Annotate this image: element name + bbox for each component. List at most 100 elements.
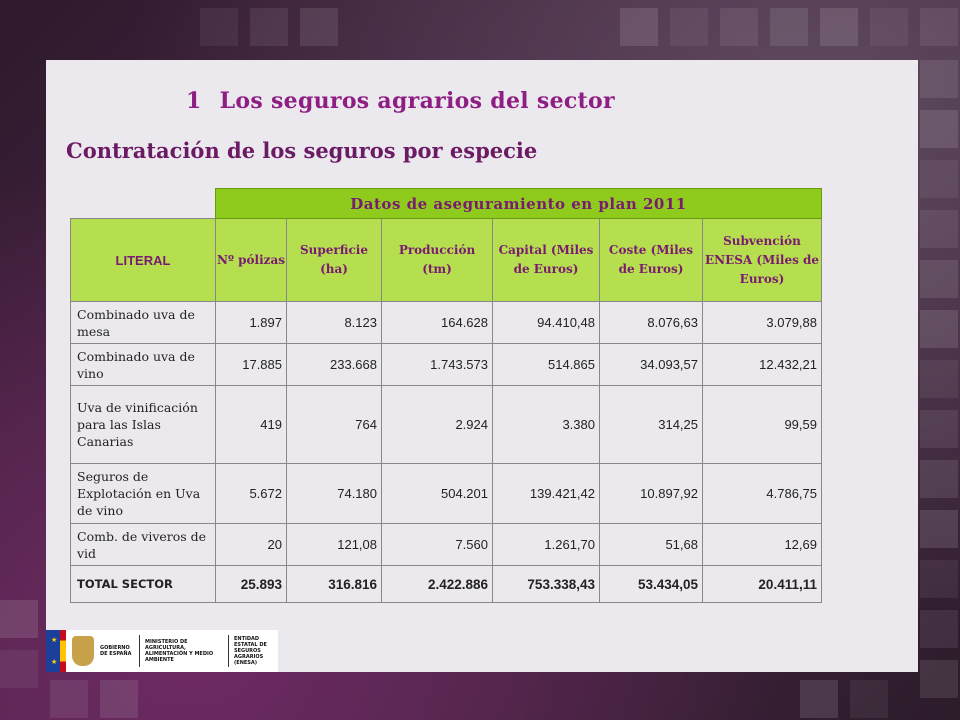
cell-capital: 139.421,42 [492,463,600,524]
background-tile [920,110,958,148]
background-tile [920,610,958,648]
cell-subvencion: 12.432,21 [702,343,822,386]
logo-divider [228,635,229,667]
cell-produccion: 7.560 [381,523,493,566]
background-tile [720,8,758,46]
col-polizas: Nº pólizas [215,218,287,302]
background-tile [920,360,958,398]
table-row: Seguros de Explotación en Uva de vino 5.… [70,463,822,524]
coat-of-arms-icon [72,636,94,666]
row-label: Comb. de viveros de vid [70,523,216,566]
eu-flag-icon: ★ ★ [46,630,60,672]
entity-text: ENTIDAD ESTATAL DE SEGUROS AGRARIOS (ENE… [234,636,267,666]
background-tile [920,510,958,548]
cell-produccion: 1.743.573 [381,343,493,386]
total-superficie: 316.816 [286,565,382,603]
cell-polizas: 20 [215,523,287,566]
blank-cell [71,189,216,219]
table-row: Comb. de viveros de vid 20 121,08 7.560 … [70,523,822,566]
spain-flag-icon [60,630,66,672]
total-subvencion: 20.411,11 [702,565,822,603]
cell-coste: 51,68 [599,523,703,566]
table-row: Uva de vinificación para las Islas Canar… [70,385,822,464]
slide-subtitle: Contratación de los seguros por especie [66,138,538,163]
cell-superficie: 121,08 [286,523,382,566]
cell-polizas: 5.672 [215,463,287,524]
background-tile [200,8,238,46]
total-polizas: 25.893 [215,565,287,603]
plan-header-row: Datos de aseguramiento en plan 2011 [71,188,822,219]
total-row: TOTAL SECTOR 25.893 316.816 2.422.886 75… [70,565,822,603]
row-label: Seguros de Explotación en Uva de vino [70,463,216,524]
cell-coste: 8.076,63 [599,301,703,344]
cell-superficie: 764 [286,385,382,464]
cell-capital: 514.865 [492,343,600,386]
insurance-table: Datos de aseguramiento en plan 2011 LITE… [70,188,822,603]
cell-capital: 1.261,70 [492,523,600,566]
slide-panel: 1 Los seguros agrarios del sector Contra… [46,60,918,672]
background-tile [870,8,908,46]
background-tile [920,460,958,498]
title-text: Los seguros agrarios del sector [219,88,615,114]
background-tile [920,8,958,46]
background-tile [920,410,958,448]
cell-coste: 34.093,57 [599,343,703,386]
background-tile [820,8,858,46]
plan-header: Datos de aseguramiento en plan 2011 [215,188,822,219]
background-tile [920,560,958,598]
cell-polizas: 419 [215,385,287,464]
gov-text: GOBIERNO DE ESPAÑA [100,645,132,657]
background-tile [920,260,958,298]
cell-polizas: 1.897 [215,301,287,344]
row-label: Combinado uva de mesa [70,301,216,344]
background-tile [920,660,958,698]
background-tile [50,680,88,718]
cell-coste: 10.897,92 [599,463,703,524]
cell-subvencion: 99,59 [702,385,822,464]
cell-produccion: 504.201 [381,463,493,524]
column-header-row: LITERAL Nº pólizas Superficie (ha) Produ… [70,218,822,302]
background-tile [850,680,888,718]
cell-capital: 94.410,48 [492,301,600,344]
cell-produccion: 2.924 [381,385,493,464]
background-tile [770,8,808,46]
col-capital: Capital (Miles de Euros) [492,218,600,302]
cell-produccion: 164.628 [381,301,493,344]
cell-subvencion: 3.079,88 [702,301,822,344]
section-number: 1 [186,88,202,114]
cell-capital: 3.380 [492,385,600,464]
background-tile [100,680,138,718]
cell-subvencion: 4.786,75 [702,463,822,524]
col-superficie: Superficie (ha) [286,218,382,302]
total-label: TOTAL SECTOR [70,565,216,603]
background-tile [920,60,958,98]
cell-polizas: 17.885 [215,343,287,386]
total-coste: 53.434,05 [599,565,703,603]
background-tile [800,680,838,718]
cell-superficie: 74.180 [286,463,382,524]
row-label: Combinado uva de vino [70,343,216,386]
cell-superficie: 233.668 [286,343,382,386]
table-row: Combinado uva de mesa 1.897 8.123 164.62… [70,301,822,344]
cell-superficie: 8.123 [286,301,382,344]
cell-subvencion: 12,69 [702,523,822,566]
logo-divider [139,635,140,667]
background-tile [670,8,708,46]
slide-title: 1 Los seguros agrarios del sector [186,88,615,114]
background-tile [0,650,38,688]
background-tile [920,160,958,198]
ministry-text: MINISTERIO DE AGRICULTURA, ALIMENTACIÓN … [145,639,214,663]
background-tile [250,8,288,46]
background-tile [0,600,38,638]
cell-coste: 314,25 [599,385,703,464]
background-tile [300,8,338,46]
col-produccion: Producción (tm) [381,218,493,302]
total-produccion: 2.422.886 [381,565,493,603]
background-tile [920,310,958,348]
col-subvencion: Subvención ENESA (Miles de Euros) [702,218,822,302]
row-label: Uva de vinificación para las Islas Canar… [70,385,216,464]
background-tile [620,8,658,46]
ministry-logo: ★ ★ GOBIERNO DE ESPAÑA MINISTERIO DE AGRI… [46,630,278,672]
col-coste: Coste (Miles de Euros) [599,218,703,302]
